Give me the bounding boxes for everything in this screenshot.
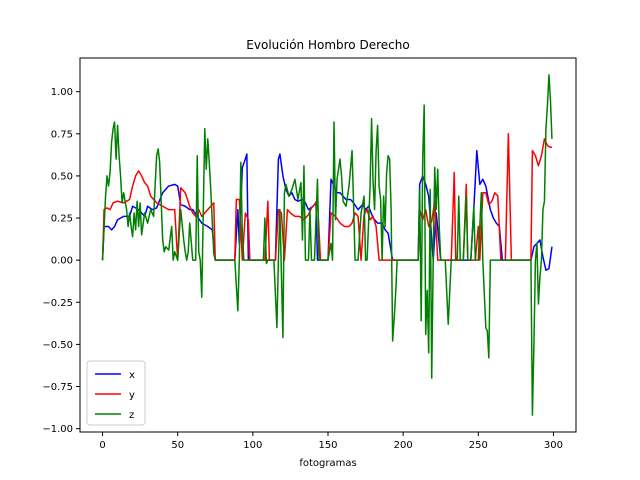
x-tick-label: 0 [99,440,105,451]
x-tick-label: 100 [243,440,262,451]
legend-label-x: x [129,370,135,381]
series-layer [101,74,553,416]
chart-title: Evolución Hombro Derecho [246,38,409,52]
x-axis-label: fotogramas [299,458,356,469]
y-tick-label: −0.50 [42,340,73,351]
series-line-z [101,74,553,416]
y-tick-label: 0.25 [51,214,73,225]
y-tick-label: 0.00 [51,256,73,267]
y-tick-label: 0.75 [51,129,73,140]
y-tick-label: −0.25 [42,298,73,309]
legend-label-y: y [129,390,135,401]
x-axis: 0 50 100 150 200 250 300 [99,432,563,451]
x-tick-label: 150 [318,440,337,451]
x-tick-label: 200 [394,440,413,451]
y-tick-label: −1.00 [42,424,73,435]
x-tick-label: 50 [171,440,184,451]
x-tick-label: 300 [544,440,563,451]
y-axis: −1.00 −0.75 −0.50 −0.25 0.00 0.25 0.50 0.75 1.00 [42,87,80,435]
legend-label-z: z [129,410,134,421]
legend-box [86,360,146,426]
y-tick-label: 0.50 [51,171,73,182]
legend: xyz [86,360,146,426]
x-tick-label: 250 [469,440,488,451]
y-tick-label: 1.00 [51,87,73,98]
series-line-x [101,149,553,272]
y-tick-label: −0.75 [42,382,73,393]
